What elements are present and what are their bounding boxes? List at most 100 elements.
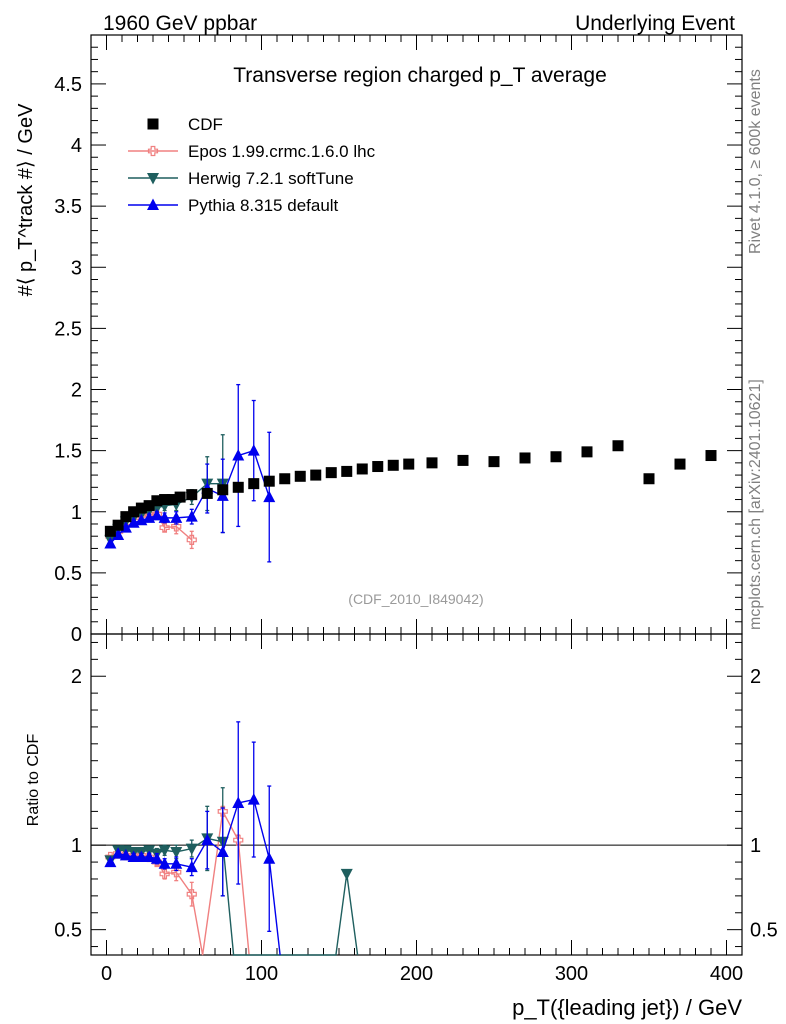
cdf-point [674,458,686,470]
pythia-ratio-point [247,793,260,805]
cdf-point [426,457,438,469]
cdf-point [488,456,500,468]
pythia-ratio-line [109,798,281,956]
x-axis-label: p_T({leading jet}) / GeV [512,995,742,1020]
ratio-tick-label-left: 1 [71,835,82,857]
ratio-plot-data [104,721,359,956]
x-tick-label: 400 [710,963,743,985]
pythia-point [185,510,198,522]
cdf-point [341,465,353,477]
herwig-ratio-point [340,868,353,881]
y-tick-label: 1 [71,502,82,524]
legend: CDF Epos 1.99.crmc.1.6.0 lhc Herwig 7.2.1 … [128,115,376,215]
x-tick-label: 200 [400,963,433,985]
y-tick-label: 3.5 [54,196,82,218]
epos-legend-marker [147,145,159,157]
cdf-point [104,525,116,537]
ratio-plot-frame [90,633,743,956]
x-tick-label: 100 [245,963,278,985]
pythia-ratio-point [112,847,125,859]
pythia-ratio-point [185,860,198,873]
pythia-point [247,444,260,456]
ratio-tick-label-right: 2 [750,666,761,688]
herwig-ratio-point [170,846,183,859]
cdf-point [403,458,415,470]
cdf-point [550,451,562,463]
y-tick-label: 3 [71,257,82,279]
cdf-legend-marker [147,118,159,130]
herwig-legend-marker [147,173,159,185]
pythia-legend-label: Pythia 8.315 default [188,196,339,215]
ratio-y-axis-label: Ratio to CDF [25,734,42,827]
epos-ratio-point [233,835,244,846]
y-tick-label: 2 [71,380,82,402]
ratio-axis-ticks: 0 100 200 300 400 0.5 0.5 1 1 2 2 [54,634,778,985]
epos-point [159,522,170,533]
y-tick-label: 0.5 [54,563,82,585]
header-right: Underlying Event [575,12,735,35]
pythia-ratio-point [150,852,163,864]
analysis-label: (CDF_2010_I849042) [348,591,483,607]
pythia-point [104,537,117,549]
cdf-point [387,459,399,471]
epos-ratio-point [159,868,170,880]
epos-legend-label: Epos 1.99.crmc.1.6.0 lhc [188,142,376,161]
y-tick-label: 2.5 [54,318,82,340]
pythia-legend-marker [147,198,159,210]
cdf-point [143,500,155,512]
cdf-point [166,494,178,506]
cdf-point [174,491,186,503]
rivet-label: Rivet 4.1.0, ≥ 600k events [747,69,764,254]
cdf-point [612,440,624,452]
cdf-legend-label: CDF [188,115,223,134]
cdf-point [135,502,147,514]
cdf-point [186,489,198,501]
ratio-tick-label-left: 2 [71,666,82,688]
x-tick-label: 0 [101,963,112,985]
y-tick-label: 1.5 [54,441,82,463]
pythia-ratio-point [143,850,156,863]
epos-ratio-point [186,889,197,900]
cdf-point [356,463,368,475]
chart-title: Transverse region charged p_T average [233,64,607,87]
y-tick-label: 4 [71,135,82,157]
cdf-point [112,519,124,531]
cdf-point [263,475,275,487]
y-tick-label: 0 [71,624,82,646]
pythia-ratio-point [201,833,214,846]
pythia-ratio-point [135,850,148,863]
epos-ratio-point [217,806,228,817]
herwig-ratio-point [158,845,171,857]
cdf-point [705,450,717,462]
pythia-point [112,528,125,540]
pythia-ratio-point [127,850,140,863]
pythia-point [232,449,245,461]
cdf-point [217,484,229,496]
cdf-point [294,470,306,482]
cdf-point [372,461,384,473]
pythia-ratio-point [104,855,117,868]
main-plot-data [104,383,717,563]
header-left: 1960 GeV ppbar [103,12,257,35]
pythia-ratio-point [263,852,276,864]
cdf-point [643,473,655,485]
cdf-point [232,481,244,493]
main-axis-ticks: 0 0.5 1 1.5 2 2.5 3 3.5 4 4.5 [54,34,743,646]
cdf-point [201,487,213,499]
cdf-point [248,478,260,490]
y-tick-label: 4.5 [54,74,82,96]
herwig-ratio-point [185,843,198,856]
cdf-point [325,467,337,479]
ratio-tick-label-left: 0.5 [54,920,82,942]
y-axis-label: #⟨ p_T^track #⟩ / GeV [15,103,37,297]
cdf-point [151,495,163,507]
cdf-point [581,446,593,458]
pythia-point [158,511,171,523]
cdf-point [128,506,140,518]
epos-point [186,534,197,545]
cdf-point [310,469,322,481]
x-tick-label: 300 [555,963,588,985]
cdf-point [120,511,132,523]
cdf-point [457,454,469,466]
